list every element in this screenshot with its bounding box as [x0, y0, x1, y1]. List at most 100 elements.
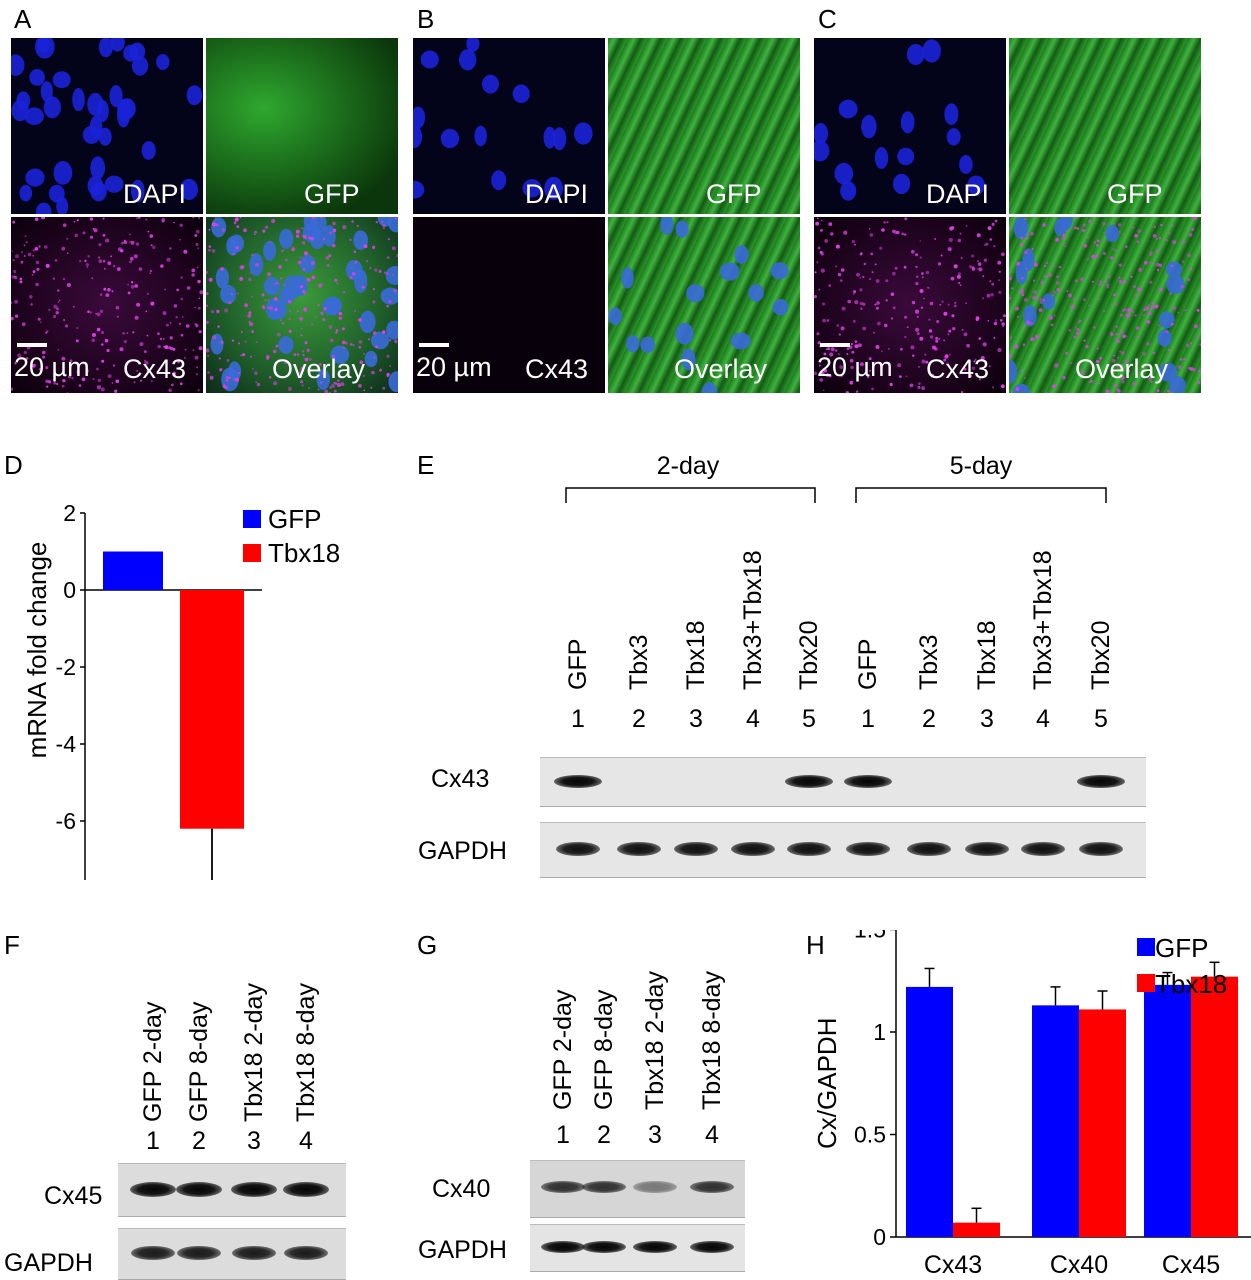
scale-label-b: 20 µm [416, 352, 492, 382]
micrograph-c-overlay [1009, 217, 1201, 393]
blot-f-cx45 [118, 1163, 346, 1217]
x-tick-label: Cx43 [924, 1251, 982, 1279]
scale-label-a: 20 µm [14, 352, 90, 382]
micro-label-c-overlay: Overlay [1075, 354, 1169, 384]
y-axis-label: Cx/GAPDH [812, 1018, 842, 1149]
micrograph-a-overlay [206, 217, 398, 393]
g-lane-label: Tbx18 8-day [698, 971, 726, 1110]
band-cx40 [582, 1181, 626, 1193]
micro-label-a-cx43: Cx43 [123, 354, 187, 384]
legend-label: GFP [268, 504, 321, 534]
row-label-gapdh-e: GAPDH [418, 837, 507, 865]
panel-label-b: B [417, 4, 435, 34]
row-label-gapdh-f: GAPDH [4, 1249, 93, 1277]
band-cx40 [633, 1181, 677, 1193]
band-gapdh [690, 1241, 734, 1253]
e-lane-label: GFP [854, 638, 882, 690]
band-gapdh [674, 842, 718, 856]
e-lane-label: Tbx20 [795, 620, 823, 690]
band-gapdh [617, 842, 661, 856]
e-lane-number: 4 [746, 705, 760, 733]
micrograph-b-cx43 [413, 217, 605, 393]
f-lane-number: 2 [192, 1127, 206, 1155]
y-tick-label: -2 [56, 654, 76, 680]
panel-label-g: G [417, 930, 438, 960]
micro-label-b-gfp: GFP [706, 179, 762, 209]
e-lane-label: GFP [564, 638, 592, 690]
row-label-gapdh-g: GAPDH [418, 1236, 507, 1264]
blot-g-cx40 [530, 1160, 745, 1218]
legend-label: GFP [1155, 933, 1208, 963]
f-lane-label: GFP 8-day [185, 1001, 213, 1122]
g-lane-number: 1 [556, 1121, 570, 1149]
e-lane-number: 1 [861, 705, 875, 733]
micro-label-a-overlay: Overlay [272, 354, 366, 384]
micro-label-a-dapi: DAPI [123, 179, 187, 209]
f-lane-number: 4 [299, 1127, 313, 1155]
bar-tbx18 [180, 590, 244, 829]
panel-label-e: E [417, 450, 435, 480]
band-cx43 [785, 775, 833, 788]
row-label-cx43: Cx43 [431, 765, 490, 793]
bar-gfp [1032, 1005, 1079, 1237]
band-gapdh [965, 842, 1009, 856]
g-lane-label: GFP 2-day [549, 989, 577, 1110]
micro-label-b-dapi: DAPI [525, 179, 589, 209]
micro-label-a-gfp: GFP [304, 179, 360, 209]
group-label-2day: 2-day [657, 452, 720, 480]
micro-label-c-cx43: Cx43 [926, 354, 990, 384]
blot-g-gapdh [530, 1224, 745, 1272]
panel-label-d: D [4, 450, 23, 480]
micro-label-b-cx43: Cx43 [525, 354, 589, 384]
band-gapdh [582, 1241, 626, 1253]
row-label-cx40: Cx40 [432, 1175, 491, 1203]
band-gapdh [232, 1246, 276, 1260]
y-tick-label: 1.5 [854, 930, 886, 943]
y-tick-label: 0 [63, 577, 76, 603]
band-cx45 [176, 1182, 222, 1197]
e-lane-number: 5 [802, 705, 816, 733]
group-brackets: 2-day 5-day [565, 452, 1107, 503]
band-cx40 [541, 1181, 585, 1193]
micrograph-b-dapi [413, 38, 605, 214]
g-lane-label: Tbx18 2-day [641, 971, 669, 1110]
scale-bar-c [820, 343, 850, 347]
f-lane-label: Tbx18 2-day [240, 983, 268, 1122]
micrograph-a-dapi [11, 38, 203, 214]
band-cx45 [130, 1182, 176, 1197]
band-gapdh [846, 842, 890, 856]
micrograph-c-cx43 [814, 217, 1006, 393]
bar-tbx18 [1079, 1009, 1126, 1237]
band-gapdh [177, 1246, 221, 1260]
e-lane-number: 3 [689, 705, 703, 733]
row-label-cx45: Cx45 [44, 1182, 103, 1210]
band-gapdh [284, 1246, 328, 1260]
f-lane-number: 3 [247, 1127, 261, 1155]
micrograph-c-gfp [1009, 38, 1201, 214]
panel-label-a: A [14, 4, 32, 34]
f-lane-number: 1 [146, 1127, 160, 1155]
micrograph-a-gfp [206, 38, 398, 214]
legend-swatch [1137, 938, 1155, 956]
micro-label-b-overlay: Overlay [674, 354, 768, 384]
x-tick-label: Cx45 [1162, 1251, 1220, 1279]
g-lane-number: 3 [648, 1121, 662, 1149]
bar-tbx18 [953, 1222, 1000, 1237]
band-cx45 [283, 1182, 329, 1197]
band-gapdh [907, 842, 951, 856]
e-lane-number: 3 [980, 705, 994, 733]
bar-gfp [103, 551, 163, 590]
scale-label-c: 20 µm [817, 352, 893, 382]
e-lane-number: 2 [632, 705, 646, 733]
g-lane-number: 4 [705, 1121, 719, 1149]
e-lane-number: 2 [922, 705, 936, 733]
micro-label-c-gfp: GFP [1107, 179, 1163, 209]
legend-swatch [243, 510, 261, 528]
e-lane-label: Tbx20 [1087, 620, 1115, 690]
e-lane-label: Tbx3+Tbx18 [739, 550, 767, 690]
panel-label-f: F [4, 930, 20, 960]
band-gapdh [556, 842, 600, 856]
y-tick-label: 0 [873, 1224, 886, 1250]
chart-h: 1.5 1 0.5 0 Cx/GAPDH Cx43 Cx40 Cx45 GFP Tbx18 [812, 930, 1251, 1279]
band-cx43 [1077, 775, 1125, 788]
